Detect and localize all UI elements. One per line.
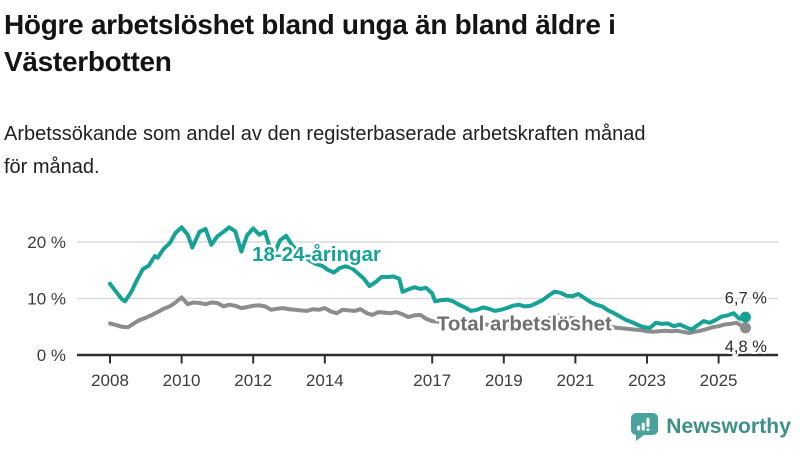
end-dot (739, 322, 751, 334)
x-axis-label: 2008 (91, 371, 129, 390)
newsworthy-logo[interactable]: Newsworthy (631, 413, 791, 441)
x-axis-label: 2023 (628, 371, 666, 390)
chart-subtitle-line-2: för månad. (4, 156, 100, 178)
x-axis-label: 2017 (413, 371, 451, 390)
page-title-line-1: Högre arbetslöshet bland unga än bland ä… (4, 9, 616, 40)
chart-subtitle: Arbetssökande som andel av den registerb… (4, 118, 796, 184)
y-axis-label: 0 % (37, 346, 66, 365)
x-axis-label: 2014 (306, 371, 344, 390)
series-line (108, 225, 748, 332)
page-title-line-2: Västerbotten (4, 46, 172, 77)
page-title: Högre arbetslöshet bland unga än bland ä… (4, 6, 796, 80)
end-value-label: 4,8 % (725, 338, 768, 356)
series-line (108, 295, 748, 335)
newsworthy-wordmark: Newsworthy (666, 415, 791, 438)
line-chart: 0 % 10 % 20 % 2008 2010 2012 2014 2017 2019 2021 2… (27, 225, 778, 390)
chart-subtitle-line-1: Arbetssökande som andel av den registerb… (4, 123, 646, 145)
x-axis-label: 2012 (234, 371, 272, 390)
x-axis-label: 2021 (556, 371, 594, 390)
y-axis-label: 20 % (27, 233, 66, 252)
y-axis-label: 10 % (27, 290, 66, 309)
end-value-label: 6,7 % (725, 290, 768, 308)
series-label: 18-24-åringar (252, 243, 381, 266)
end-dot (739, 311, 751, 323)
x-axis-label: 2025 (700, 371, 738, 390)
newsworthy-bubble-chart-icon (631, 413, 659, 441)
x-axis-label: 2019 (485, 371, 523, 390)
x-axis-label: 2010 (163, 371, 201, 390)
series-label: Total arbetslöshet (437, 312, 612, 335)
